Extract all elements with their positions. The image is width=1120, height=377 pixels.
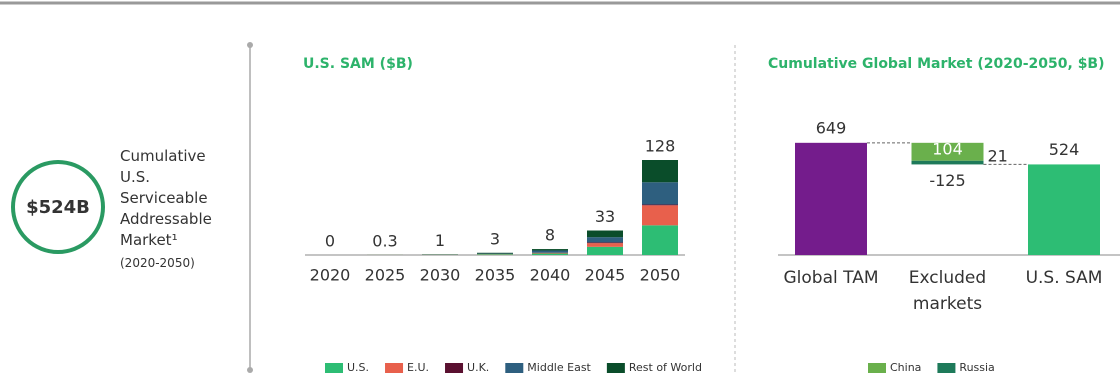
total-label: 33 xyxy=(595,207,615,226)
x-tick-label: 2025 xyxy=(365,266,406,285)
bar-segment xyxy=(911,160,984,165)
bar-segment xyxy=(642,225,678,255)
bar-segment xyxy=(532,253,568,255)
segment-label: 104 xyxy=(932,139,963,158)
total-label: 0.3 xyxy=(372,231,397,250)
bar-segment xyxy=(642,160,678,183)
legend-label: Russia xyxy=(959,361,994,374)
total-label: 8 xyxy=(545,226,555,245)
legend-label: Rest of World xyxy=(629,361,702,374)
bar-segment xyxy=(587,230,623,238)
bar-segment xyxy=(477,254,513,255)
x-tick-label: 2030 xyxy=(420,266,461,285)
bar xyxy=(1028,164,1100,255)
bar-segment xyxy=(532,249,568,251)
callout-period: (2020-2050) xyxy=(120,256,195,270)
bar-segment xyxy=(587,243,623,247)
legend-swatch xyxy=(505,363,524,373)
value-label: 524 xyxy=(1049,140,1080,159)
legend-swatch xyxy=(385,363,404,373)
bar-segment xyxy=(642,182,678,205)
x-tick-label: Excluded markets xyxy=(908,268,987,314)
legend-label: Middle East xyxy=(527,361,591,374)
total-label: 128 xyxy=(645,137,676,156)
x-tick-label: Global TAM xyxy=(783,268,879,288)
legend-swatch xyxy=(606,363,625,373)
callout-label: Cumulative U.S. Serviceable Addressable … xyxy=(120,147,212,249)
total-label: 1 xyxy=(435,231,445,250)
legend-label: U.S. xyxy=(347,361,369,374)
bar-segment xyxy=(587,246,623,255)
x-tick-label: 2020 xyxy=(310,266,351,285)
bar-segment xyxy=(911,142,984,161)
total-label: 0 xyxy=(325,232,335,251)
value-label: -125 xyxy=(929,171,965,190)
legend-label: China xyxy=(890,361,921,374)
legend-label: E.U. xyxy=(407,361,429,374)
callout-ring xyxy=(11,160,105,254)
chart-title: Cumulative Global Market (2020-2050, $B) xyxy=(768,56,1105,72)
x-tick-label: 2050 xyxy=(640,266,681,285)
value-label: 649 xyxy=(816,118,847,137)
legend-swatch xyxy=(868,363,886,373)
bar-segment xyxy=(642,204,678,206)
chart-title: U.S. SAM ($B) xyxy=(303,56,413,72)
bar xyxy=(795,142,867,255)
x-tick-label: 2035 xyxy=(475,266,516,285)
legend-swatch xyxy=(445,363,464,373)
divider-dot xyxy=(247,42,253,48)
legend-label: U.K. xyxy=(467,361,489,374)
total-label: 3 xyxy=(490,229,500,248)
legend-swatch xyxy=(937,363,956,373)
x-tick-label: 2045 xyxy=(585,266,626,285)
bar-segment xyxy=(477,252,513,254)
bar-segment xyxy=(642,205,678,226)
segment-label: 21 xyxy=(988,146,1008,165)
bar-segment xyxy=(532,250,568,253)
divider-dot xyxy=(247,367,253,373)
bar-segment xyxy=(587,237,623,243)
x-tick-label: U.S. SAM xyxy=(1025,268,1103,288)
legend-swatch xyxy=(325,363,343,373)
bar-segment xyxy=(532,252,568,254)
x-tick-label: 2040 xyxy=(530,266,571,285)
bar-segment xyxy=(587,242,623,244)
callout-value: $524B xyxy=(26,197,90,218)
